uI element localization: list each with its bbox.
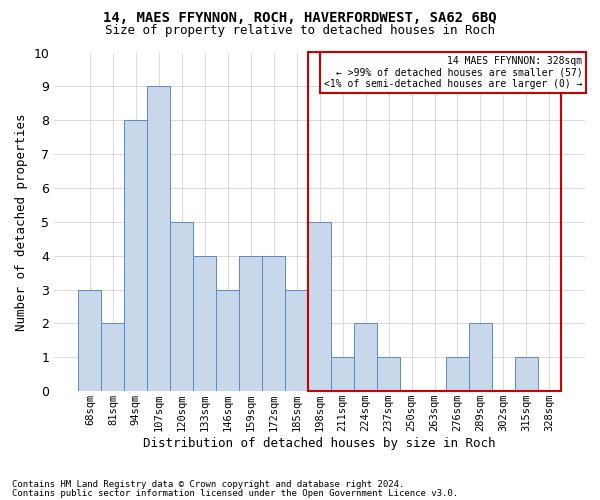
Text: Contains public sector information licensed under the Open Government Licence v3: Contains public sector information licen…: [12, 488, 458, 498]
Text: Size of property relative to detached houses in Roch: Size of property relative to detached ho…: [105, 24, 495, 37]
Bar: [515, 358, 538, 391]
Bar: [170, 222, 193, 391]
Bar: [239, 256, 262, 391]
Bar: [101, 324, 124, 391]
Bar: [469, 324, 492, 391]
Bar: [331, 358, 354, 391]
Bar: [446, 358, 469, 391]
Y-axis label: Number of detached properties: Number of detached properties: [15, 113, 28, 330]
Bar: [285, 290, 308, 391]
Bar: [216, 290, 239, 391]
X-axis label: Distribution of detached houses by size in Roch: Distribution of detached houses by size …: [143, 437, 496, 450]
Bar: [308, 222, 331, 391]
Bar: [79, 290, 101, 391]
Bar: [124, 120, 148, 391]
Bar: [354, 324, 377, 391]
Text: 14 MAES FFYNNON: 328sqm
← >99% of detached houses are smaller (57)
<1% of semi-d: 14 MAES FFYNNON: 328sqm ← >99% of detach…: [324, 56, 583, 89]
Bar: [262, 256, 285, 391]
Bar: [148, 86, 170, 391]
Text: Contains HM Land Registry data © Crown copyright and database right 2024.: Contains HM Land Registry data © Crown c…: [12, 480, 404, 489]
Bar: [377, 358, 400, 391]
Text: 14, MAES FFYNNON, ROCH, HAVERFORDWEST, SA62 6BQ: 14, MAES FFYNNON, ROCH, HAVERFORDWEST, S…: [103, 11, 497, 25]
Bar: [193, 256, 216, 391]
